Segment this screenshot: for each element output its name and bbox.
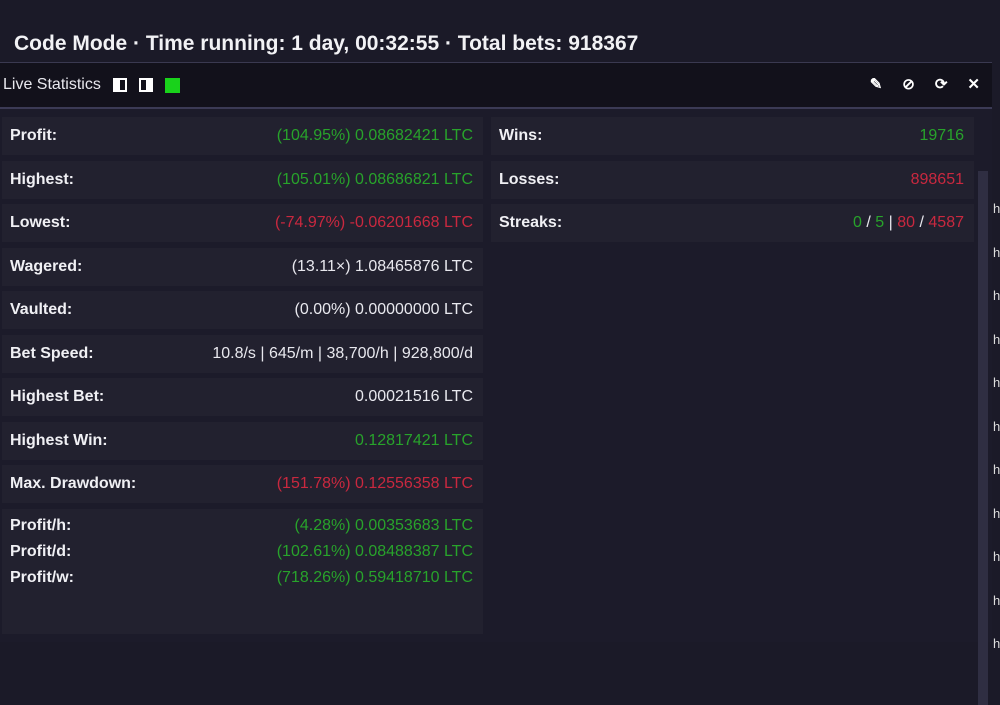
stat-value: (104.95%) 0.08682421 LTC [276,127,473,144]
stat-row: Vaulted: (0.00%) 0.00000000 LTC [2,291,483,329]
stat-value: (0.00%) 0.00000000 LTC [294,301,473,318]
profit-rates: Profit/h: (4.28%) 0.00353683 LTC Profit/d:… [2,508,483,634]
stat-value: (13.11×) 1.08465876 LTC [291,257,473,275]
losses-value: 898651 [910,170,964,188]
panel-header: Live Statistics ✎ ⊘ ⟳ ✕ [0,63,992,109]
separator: | [888,214,893,231]
separator: / [866,214,871,231]
stat-row: Max. Drawdown: (151.78%) 0.12556358 LTC [2,465,483,503]
stat-label: Highest Bet: [10,388,105,405]
edge-text: h [993,331,1000,347]
stat-value: (105.01%) 0.08686821 LTC [276,170,473,188]
rate-line: Profit/w: (718.26%) 0.59418710 LTC [10,569,473,595]
streaks-value: 0 / 5 | 80 / 4587 [853,214,964,232]
edge-text: h [993,592,1000,608]
stat-label: Profit: [10,127,58,144]
streak-current-win: 0 [853,214,862,231]
edge-text: h [993,244,1000,260]
rate-line: Profit/d: (102.61%) 0.08488387 LTC [10,543,473,569]
page-title: Code Mode · Time running: 1 day, 00:32:5… [14,32,639,55]
stat-label: Profit/d: [10,542,72,560]
stat-row: Highest Win: 0.12817421 LTC [2,421,483,460]
stat-label: Profit/h: [10,516,72,534]
stat-label: Profit/w: [10,568,74,586]
rate-line: Profit/h: (4.28%) 0.00353683 LTC [10,517,473,543]
stat-label: Lowest: [10,214,71,231]
edge-text: h [993,201,1000,216]
scrollbar[interactable] [978,171,988,705]
green-status-icon[interactable] [164,77,180,93]
stat-value: 0.12817421 LTC [354,431,473,449]
hide-icon[interactable]: ⊘ [902,76,915,93]
stat-label: Highest Win: [10,431,108,449]
streak-max-win: 5 [875,214,885,231]
stat-label: Bet Speed: [10,344,94,362]
stat-label: Wins: [499,127,543,144]
stat-value: 0.00021516 LTC [354,388,473,405]
stat-row: Bet Speed: 10.8/s | 645/m | 38,700/h | 92… [2,334,483,373]
streak-current-loss: 80 [897,214,916,231]
edge-text: h [993,418,1000,434]
stat-label: Losses: [499,170,560,188]
panel-right-icon[interactable] [138,78,153,92]
stat-value: (718.26%) 0.59418710 LTC [276,568,473,586]
panel-title: Live Statistics [3,76,101,93]
refresh-icon[interactable]: ⟳ [934,76,948,93]
stat-label: Wagered: [10,257,83,275]
right-stats: Wins: 19716 Losses: 898651 Streaks: 0 / 5 … [491,117,974,248]
stat-row: Lowest: (-74.97%) -0.06201668 LTC [2,204,483,242]
close-icon[interactable]: ✕ [967,76,980,93]
stat-label: Vaulted: [10,301,73,318]
separator: / [919,214,924,231]
wins-value: 19716 [919,127,965,144]
edit-icon[interactable]: ✎ [869,76,883,93]
edge-text: h [993,636,1000,651]
edge-text: h [993,375,1000,390]
edge-text: h [993,505,1000,521]
edge-text: h [993,288,1000,303]
stat-row-losses: Losses: 898651 [491,160,974,199]
stat-label: Max. Drawdown: [10,475,137,492]
left-stats: Profit: (104.95%) 0.08682421 LTC Highest: (… [2,117,483,639]
panel-left-icon[interactable] [112,78,127,92]
stat-row-streaks: Streaks: 0 / 5 | 80 / 4587 [491,204,974,242]
edge-text: h [993,462,1000,477]
stat-value: (4.28%) 0.00353683 LTC [294,516,473,534]
stat-label: Highest: [10,170,74,188]
stat-row: Highest: (105.01%) 0.08686821 LTC [2,160,483,199]
live-statistics-panel: Live Statistics ✎ ⊘ ⟳ ✕ Profit: (104.95%)… [0,62,1000,705]
stat-value: (-74.97%) -0.06201668 LTC [274,214,473,231]
adjacent-panel-edge: h h h h h h h h h h h [993,171,1000,651]
stat-value: (151.78%) 0.12556358 LTC [276,475,473,492]
stat-row: Wagered: (13.11×) 1.08465876 LTC [2,247,483,286]
edge-text: h [993,549,1000,564]
stat-label: Streaks: [499,214,563,231]
stat-value: (102.61%) 0.08488387 LTC [276,542,473,560]
streak-max-loss: 4587 [928,214,964,231]
stat-row: Profit: (104.95%) 0.08682421 LTC [2,117,483,155]
stat-row: Highest Bet: 0.00021516 LTC [2,378,483,416]
stat-row-wins: Wins: 19716 [491,117,974,155]
stat-value: 10.8/s | 645/m | 38,700/h | 928,800/d [212,344,473,362]
